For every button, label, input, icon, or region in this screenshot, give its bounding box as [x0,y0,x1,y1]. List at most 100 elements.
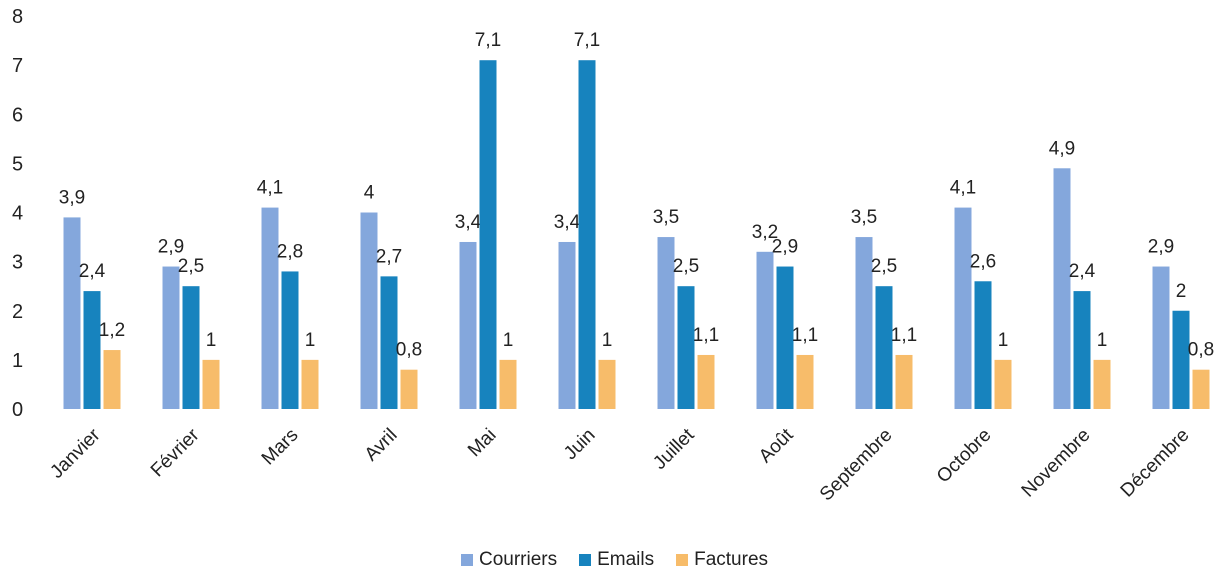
bar-factures [400,369,418,409]
bar-courriers [1053,168,1071,409]
data-label-factures: 1 [206,330,217,351]
legend-item-emails: Emails [579,549,654,571]
bar-courriers [63,217,81,409]
x-tick-label: Janvier [46,424,105,483]
x-tick-label: Août [755,424,798,467]
bar-factures [202,359,220,409]
bar-factures [697,354,715,409]
bar-emails [875,286,893,409]
bar-emails [479,60,497,410]
data-label-courriers: 3,4 [554,212,581,233]
x-tick-label: Avril [361,425,402,466]
data-label-emails: 2,5 [178,256,204,277]
data-label-factures: 1 [305,330,316,351]
y-tick-label: 8 [12,6,23,28]
bar-factures [301,359,319,409]
data-label-emails: 2,7 [376,246,402,267]
x-tick-label: Octobre [933,425,996,488]
data-label-emails: 7,1 [574,30,600,51]
data-label-emails: 2,4 [1069,261,1096,282]
x-tick-label: Juin [560,425,599,464]
legend-label: Factures [694,549,769,570]
x-tick-label: Février [147,424,204,481]
data-label-courriers: 4,1 [257,178,283,199]
bar-factures [1093,359,1111,409]
data-label-factures: 0,8 [1188,340,1214,361]
y-tick-label: 6 [12,104,23,126]
bar-courriers [756,251,774,409]
data-label-courriers: 3,2 [752,222,778,243]
bar-factures [499,359,517,409]
x-tick-label: Novembre [1018,425,1095,502]
data-label-factures: 1,2 [99,320,125,341]
y-tick-label: 5 [12,153,23,175]
bar-emails [776,266,794,409]
data-label-emails: 2,5 [673,256,699,277]
data-label-factures: 1,1 [891,325,917,346]
bar-courriers [162,266,180,409]
data-label-factures: 1 [1097,330,1108,351]
bar-emails [182,286,200,409]
data-label-factures: 1 [998,330,1009,351]
data-label-courriers: 3,5 [653,207,679,228]
bar-emails [281,271,299,409]
x-tick-label: Mai [464,425,501,462]
data-label-courriers: 4 [364,183,375,204]
data-label-courriers: 4,9 [1049,138,1075,159]
bar-emails [83,291,101,409]
data-label-courriers: 4,1 [950,178,976,199]
legend-swatch [460,554,473,566]
data-label-factures: 1,1 [693,325,719,346]
data-label-emails: 2,9 [772,237,798,258]
bar-factures [103,350,121,409]
data-label-factures: 1 [602,330,613,351]
bar-courriers [558,241,576,409]
bar-courriers [855,237,873,409]
legend-swatch [579,554,592,566]
legend-swatch [676,554,689,566]
legend-item-factures: Factures [676,549,768,571]
data-label-emails: 7,1 [475,30,501,51]
bar-factures [796,354,814,409]
y-tick-label: 1 [12,350,23,372]
data-label-courriers: 3,9 [59,187,85,208]
x-tick-label: Juillet [649,424,699,474]
data-label-emails: 2 [1176,281,1187,302]
data-label-emails: 2,4 [79,261,106,282]
bar-courriers [360,212,378,409]
chart-legend: Courriers Emails Factures [0,549,1229,571]
data-label-courriers: 3,5 [851,207,877,228]
bar-emails [677,286,695,409]
bar-chart-svg: 0123456783,92,41,2Janvier2,92,51Février4… [12,6,1214,506]
y-tick-label: 0 [12,399,23,421]
data-label-factures: 1 [503,330,514,351]
y-tick-label: 3 [12,252,23,274]
y-tick-label: 2 [12,301,23,323]
bar-factures [598,359,616,409]
x-tick-label: Septembre [816,425,897,506]
y-tick-label: 4 [12,203,23,225]
bar-factures [895,354,913,409]
bar-emails [1073,291,1091,409]
data-label-factures: 0,8 [396,340,422,361]
data-label-courriers: 2,9 [1148,237,1174,258]
x-tick-label: Mars [258,425,303,470]
bar-factures [1192,369,1210,409]
data-label-emails: 2,5 [871,256,897,277]
legend-item-courriers: Courriers [460,549,558,571]
bar-emails [380,276,398,409]
data-label-courriers: 2,9 [158,237,184,258]
bar-courriers [1152,266,1170,409]
bar-courriers [459,241,477,409]
data-label-emails: 2,6 [970,251,996,272]
bar-courriers [954,207,972,409]
legend-label: Emails [597,549,655,570]
data-label-courriers: 3,4 [455,212,482,233]
x-tick-label: Décembre [1117,425,1194,502]
legend-label: Courriers [478,549,558,570]
data-label-emails: 2,8 [277,241,303,262]
bar-emails [974,281,992,409]
data-label-factures: 1,1 [792,325,818,346]
bar-courriers [261,207,279,409]
